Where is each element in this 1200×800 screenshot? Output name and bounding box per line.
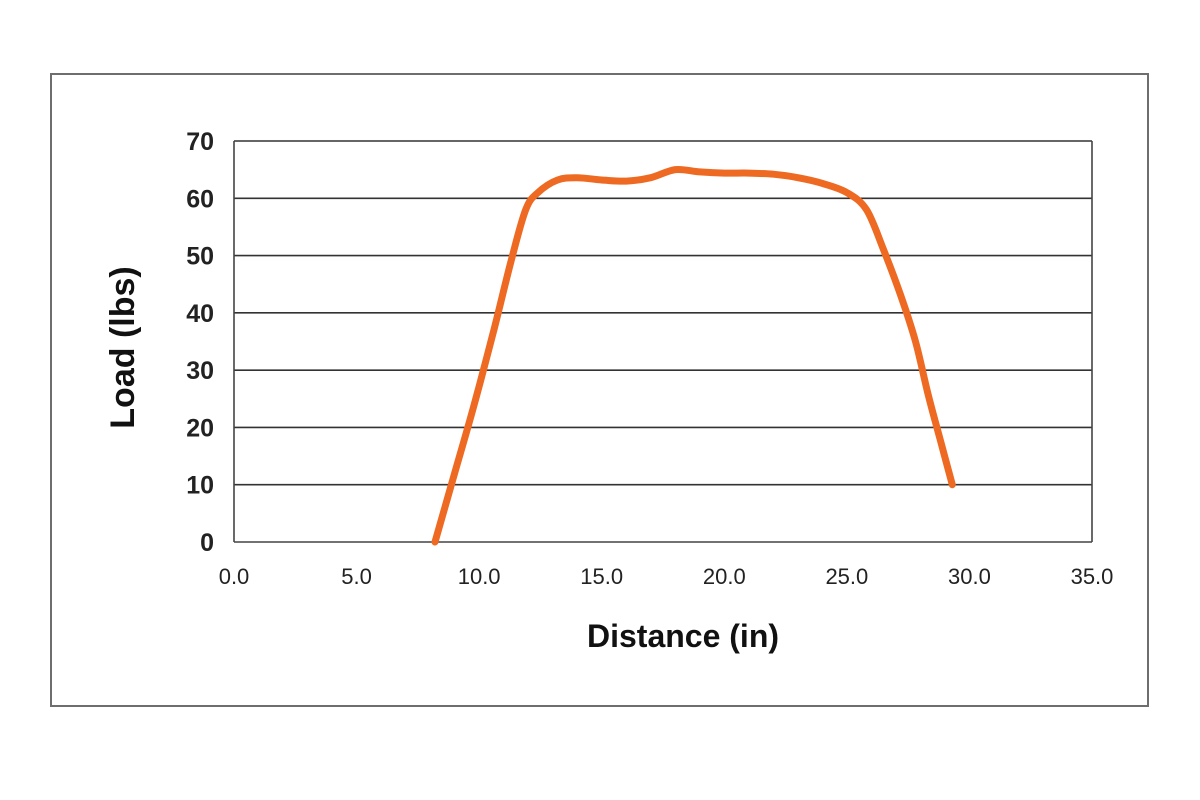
series-line-0 [431,165,956,546]
x-tick-label: 5.0 [341,564,372,589]
y-axis-title: Load (lbs) [104,266,142,428]
y-tick-label: 60 [186,185,214,213]
x-tick-label: 20.0 [703,564,746,589]
series-layer [431,165,956,546]
y-tick-label: 0 [200,529,214,557]
x-tick-label: 10.0 [458,564,501,589]
y-tick-label: 50 [186,243,214,271]
tick-labels: 0 10 20 30 40 50 60 70 0.0 5.0 10.0 15.0 20.0 25.0 30.… [186,128,1113,589]
y-tick-label: 20 [186,414,214,442]
x-axis-title: Distance (in) [587,618,779,654]
grid-lines [234,140,1092,486]
x-tick-label: 30.0 [948,564,991,589]
y-tick-label: 40 [186,300,214,328]
x-tick-label: 15.0 [580,564,623,589]
y-tick-label: 70 [186,128,214,156]
chart-frame: 0 10 20 30 40 50 60 70 0.0 5.0 10.0 15.0 20.0 25.0 30.… [50,73,1149,707]
x-tick-label: 0.0 [219,564,250,589]
x-tick-label: 25.0 [825,564,868,589]
x-tick-label: 35.0 [1071,564,1114,589]
y-tick-label: 30 [186,357,214,385]
axes [233,141,1093,543]
line-chart: 0 10 20 30 40 50 60 70 0.0 5.0 10.0 15.0 20.0 25.0 30.… [104,128,1113,654]
y-tick-label: 10 [186,472,214,500]
